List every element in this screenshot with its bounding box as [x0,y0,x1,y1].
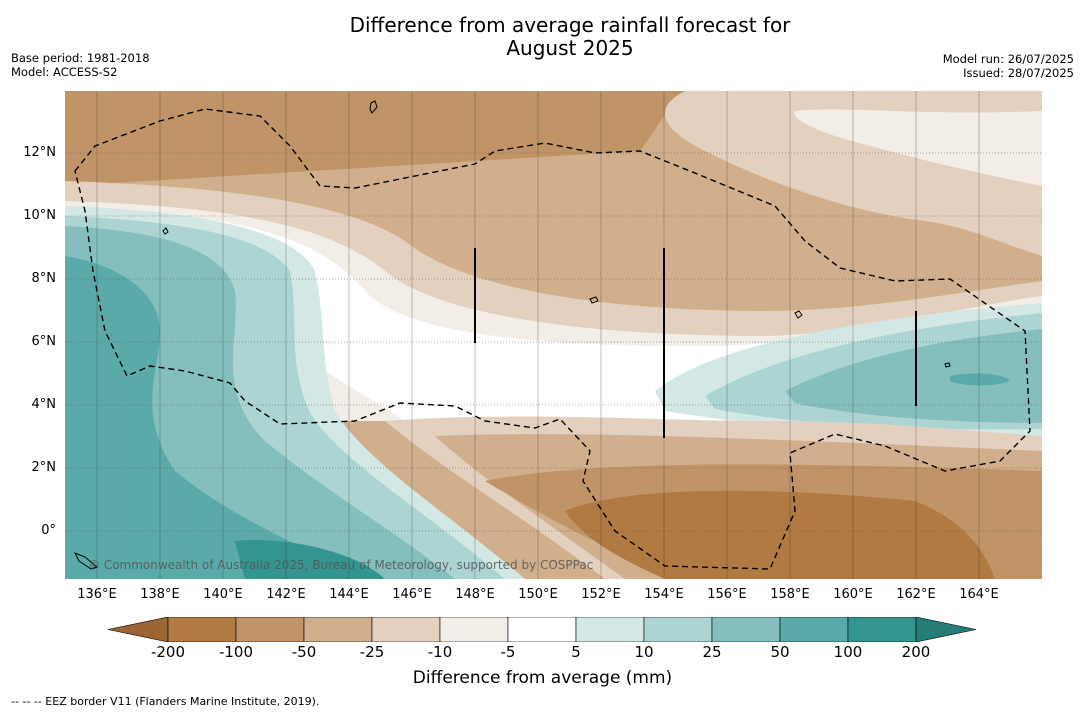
y-tick-2n: 2°N [31,460,57,475]
cbar-extend-low [108,617,169,642]
y-tick-4n: 4°N [31,397,57,412]
cbar-cell [575,617,645,642]
region-plus-100-west [65,256,365,579]
x-tick-146e: 146°E [392,587,432,602]
cbar-label-200: 200 [901,643,931,661]
cbar-label-minus-100: -100 [218,643,254,661]
meta-left: Base period: 1981-2018 Model: ACCESS-S2 [11,51,150,79]
cbar-label-50: 50 [770,643,790,661]
graticule [65,152,1042,532]
cbar-cell [711,617,781,642]
issued-date: Issued: 28/07/2025 [963,66,1074,80]
blob-plus-100-right [950,373,1010,386]
band-minus-50-top [65,91,685,186]
model-name: Model: ACCESS-S2 [11,65,118,79]
cbar-label-minus-50: -50 [291,643,317,661]
band-minus-5-upper-right [794,109,1042,186]
model-run: Model run: 26/07/2025 [942,52,1074,66]
base-period: Base period: 1981-2018 [11,51,150,65]
x-tick-152e: 152°E [581,587,621,602]
meridians [96,91,980,579]
map-title: Difference from average rainfall forecas… [270,14,870,60]
eez-border [74,108,1031,570]
cbar-cell [847,617,917,642]
x-tick-154e: 154°E [644,587,684,602]
boundary-lines [474,248,917,438]
cbar-label-minus-5: -5 [500,643,516,661]
cbar-label-25: 25 [702,643,722,661]
cbar-label-10: 10 [634,643,654,661]
region-plus-200-southwest [235,540,385,579]
copyright-notice: © Commonwealth of Australia 2025, Bureau… [88,558,594,572]
rainfall-map [65,91,1042,579]
x-tick-140e: 140°E [203,587,243,602]
map-svg [65,91,1042,579]
x-tick-144e: 144°E [329,587,369,602]
cbar-cell [371,617,441,642]
cbar-cell [779,617,849,642]
y-tick-12n: 12°N [23,145,56,160]
y-tick-8n: 8°N [31,271,57,286]
x-tick-164e: 164°E [959,587,999,602]
islands [73,100,951,570]
cbar-cell [303,617,373,642]
cbar-cell [439,617,509,642]
x-tick-136e: 136°E [77,587,117,602]
cbar-cell [235,617,305,642]
x-tick-142e: 142°E [266,587,306,602]
x-tick-148e: 148°E [455,587,495,602]
x-tick-156e: 156°E [707,587,747,602]
title-line-1: Difference from average rainfall forecas… [349,13,791,37]
cbar-label-5: 5 [571,643,581,661]
colorbar-title: Difference from average (mm) [412,668,673,688]
y-tick-0: 0° [41,523,56,538]
cbar-cell [167,617,237,642]
x-tick-138e: 138°E [140,587,180,602]
band-minus-100-south [565,490,995,579]
y-tick-10n: 10°N [23,208,56,223]
x-tick-150e: 150°E [518,587,558,602]
x-tick-162e: 162°E [896,587,936,602]
x-tick-158e: 158°E [770,587,810,602]
cbar-label-minus-200: -200 [150,643,186,661]
eez-legend: -- -- -- EEZ border V11 (Flanders Marine… [11,695,320,708]
cbar-cell [507,617,577,642]
colorbar [108,617,977,642]
meta-right: Model run: 26/07/2025 Issued: 28/07/2025 [943,52,1074,80]
cbar-label-minus-10: -10 [427,643,453,661]
y-tick-6n: 6°N [31,334,57,349]
title-line-2: August 2025 [506,36,634,60]
cbar-label-minus-25: -25 [359,643,385,661]
cbar-cell [643,617,713,642]
cbar-extend-high [915,617,977,642]
blob-plus-50-right [785,329,1042,423]
x-tick-160e: 160°E [833,587,873,602]
cbar-label-100: 100 [833,643,863,661]
